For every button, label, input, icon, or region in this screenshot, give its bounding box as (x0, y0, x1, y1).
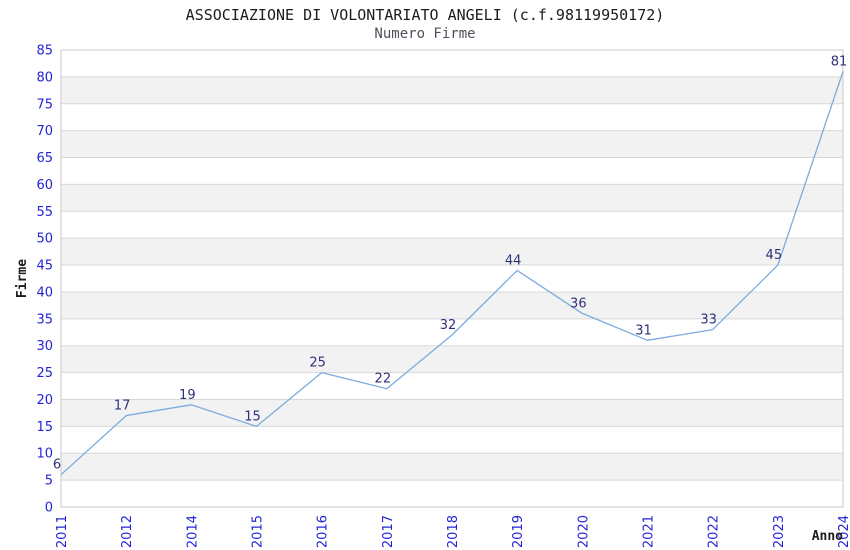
data-label: 22 (375, 372, 392, 387)
y-tick-label: 55 (36, 205, 53, 220)
plot-band (61, 453, 843, 481)
series-line (60, 71, 844, 476)
data-label: 6 (53, 458, 61, 473)
y-tick-label: 50 (36, 232, 53, 247)
y-tick-label: 20 (36, 393, 53, 408)
y-tick-label: 40 (36, 285, 53, 300)
x-tick-label: 2014 (185, 515, 200, 548)
plot-band (61, 238, 843, 266)
data-label: 36 (570, 296, 587, 311)
x-tick-label: 2024 (837, 515, 850, 548)
x-tick-label: 2016 (316, 515, 331, 548)
y-tick-label: 5 (45, 474, 53, 489)
plot-band (61, 130, 843, 158)
chart-subtitle: Numero Firme (374, 26, 476, 42)
y-tick-label: 80 (36, 70, 53, 85)
y-axis-title: Firme (15, 259, 30, 298)
plot-band (61, 399, 843, 427)
x-tick-label: 2011 (55, 515, 70, 548)
x-axis-title: Anno (812, 529, 843, 544)
y-tick-label: 70 (36, 124, 53, 139)
plot-band (61, 291, 843, 319)
x-tick-label: 2017 (381, 515, 396, 548)
data-label: 15 (244, 409, 261, 424)
x-tick-label: 2022 (707, 515, 722, 548)
y-tick-label: 30 (36, 339, 53, 354)
x-tick-label: 2020 (576, 515, 591, 548)
data-label: 25 (309, 356, 326, 371)
plot-border (60, 49, 844, 508)
data-label: 17 (114, 399, 131, 414)
data-label: 44 (505, 253, 522, 268)
plot-band (61, 184, 843, 212)
data-label: 32 (440, 318, 457, 333)
data-label: 33 (700, 313, 717, 328)
x-tick-label: 2023 (772, 515, 787, 548)
data-label: 81 (831, 55, 848, 70)
plot-band (61, 345, 843, 373)
y-tick-label: 10 (36, 447, 53, 462)
chart-title: ASSOCIAZIONE DI VOLONTARIATO ANGELI (c.f… (185, 6, 665, 24)
x-tick-label: 2015 (251, 515, 266, 548)
y-tick-label: 75 (36, 97, 53, 112)
x-tick-label: 2019 (511, 515, 526, 548)
y-tick-label: 65 (36, 151, 53, 166)
plot-band (61, 76, 843, 104)
y-tick-label: 25 (36, 366, 53, 381)
x-tick-label: 2021 (642, 515, 657, 548)
y-tick-label: 85 (36, 44, 53, 59)
y-tick-label: 0 (45, 501, 53, 516)
y-tick-label: 60 (36, 178, 53, 193)
y-tick-label: 15 (36, 420, 53, 435)
data-label: 45 (766, 248, 783, 263)
y-tick-label: 35 (36, 312, 53, 327)
data-label: 19 (179, 388, 196, 403)
x-tick-label: 2012 (120, 515, 135, 548)
data-label: 31 (635, 323, 652, 338)
y-tick-label: 45 (36, 259, 53, 274)
x-tick-label: 2018 (446, 515, 461, 548)
